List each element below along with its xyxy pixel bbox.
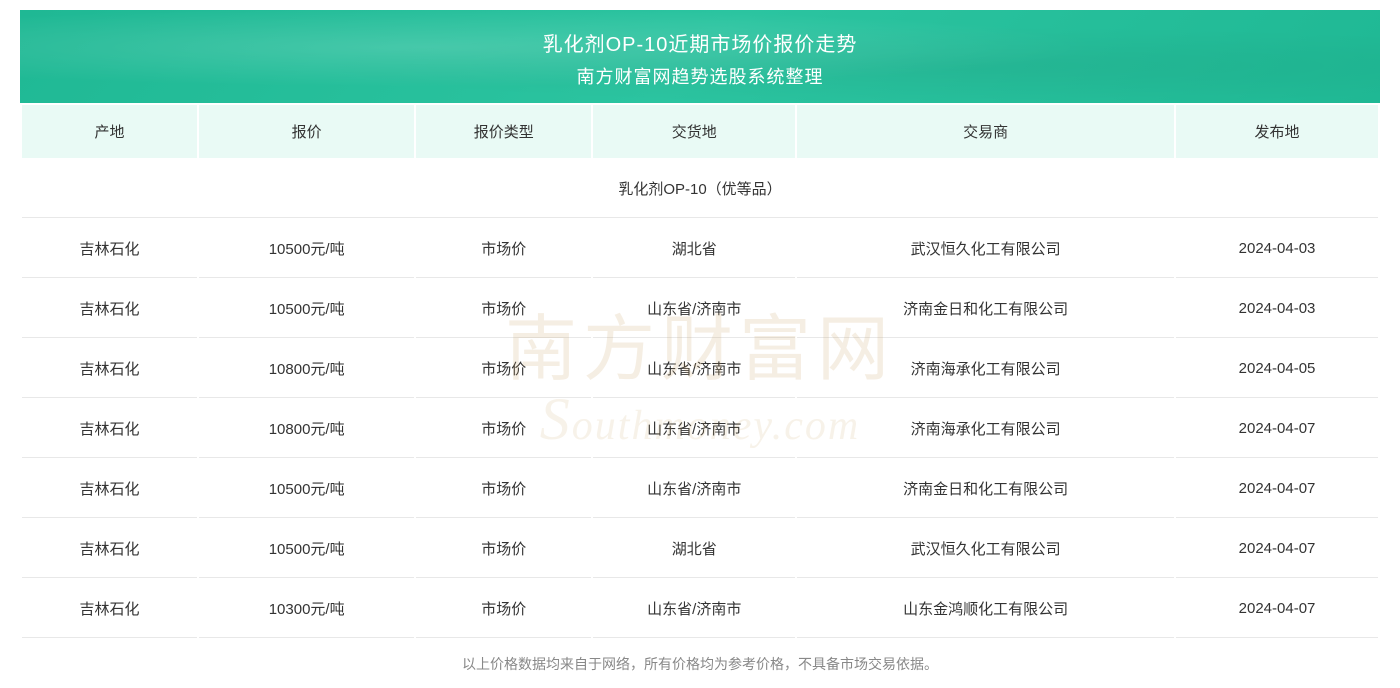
cell-date: 2024-04-07	[1176, 460, 1378, 518]
cell-price: 10500元/吨	[199, 220, 414, 278]
section-row: 乳化剂OP-10（优等品）	[22, 160, 1378, 218]
col-header-type: 报价类型	[416, 105, 591, 158]
table-row: 吉林石化 10800元/吨 市场价 山东省/济南市 济南海承化工有限公司 202…	[22, 400, 1378, 458]
cell-type: 市场价	[416, 340, 591, 398]
cell-type: 市场价	[416, 220, 591, 278]
table-row: 吉林石化 10500元/吨 市场价 山东省/济南市 济南金日和化工有限公司 20…	[22, 280, 1378, 338]
cell-price: 10300元/吨	[199, 580, 414, 638]
cell-price: 10500元/吨	[199, 280, 414, 338]
cell-date: 2024-04-05	[1176, 340, 1378, 398]
cell-type: 市场价	[416, 400, 591, 458]
cell-price: 10500元/吨	[199, 520, 414, 578]
table-row: 吉林石化 10500元/吨 市场价 湖北省 武汉恒久化工有限公司 2024-04…	[22, 220, 1378, 278]
cell-date: 2024-04-03	[1176, 220, 1378, 278]
col-header-location: 交货地	[593, 105, 795, 158]
cell-trader: 武汉恒久化工有限公司	[797, 520, 1174, 578]
cell-price: 10800元/吨	[199, 340, 414, 398]
section-label: 乳化剂OP-10（优等品）	[22, 160, 1378, 218]
cell-date: 2024-04-07	[1176, 580, 1378, 638]
cell-date: 2024-04-07	[1176, 400, 1378, 458]
cell-origin: 吉林石化	[22, 220, 197, 278]
cell-location: 山东省/济南市	[593, 460, 795, 518]
main-title: 乳化剂OP-10近期市场价报价走势	[20, 28, 1380, 57]
cell-date: 2024-04-03	[1176, 280, 1378, 338]
col-header-date: 发布地	[1176, 105, 1378, 158]
table-row: 吉林石化 10300元/吨 市场价 山东省/济南市 山东金鸿顺化工有限公司 20…	[22, 580, 1378, 638]
cell-trader: 济南金日和化工有限公司	[797, 280, 1174, 338]
cell-origin: 吉林石化	[22, 460, 197, 518]
table-row: 吉林石化 10500元/吨 市场价 湖北省 武汉恒久化工有限公司 2024-04…	[22, 520, 1378, 578]
cell-type: 市场价	[416, 580, 591, 638]
cell-origin: 吉林石化	[22, 520, 197, 578]
table-body: 乳化剂OP-10（优等品） 吉林石化 10500元/吨 市场价 湖北省 武汉恒久…	[22, 160, 1378, 638]
disclaimer-text: 以上价格数据均来自于网络，所有价格均为参考价格，不具备市场交易依据。	[20, 640, 1380, 688]
cell-location: 湖北省	[593, 520, 795, 578]
col-header-origin: 产地	[22, 105, 197, 158]
table-wrapper: 产地 报价 报价类型 交货地 交易商 发布地 乳化剂OP-10（优等品） 吉林石…	[20, 103, 1380, 640]
cell-origin: 吉林石化	[22, 280, 197, 338]
cell-date: 2024-04-07	[1176, 520, 1378, 578]
cell-trader: 山东金鸿顺化工有限公司	[797, 580, 1174, 638]
table-header-banner: 乳化剂OP-10近期市场价报价走势 南方财富网趋势选股系统整理	[20, 10, 1380, 103]
header-row: 产地 报价 报价类型 交货地 交易商 发布地	[22, 105, 1378, 158]
cell-type: 市场价	[416, 280, 591, 338]
cell-origin: 吉林石化	[22, 400, 197, 458]
cell-location: 山东省/济南市	[593, 400, 795, 458]
cell-trader: 济南海承化工有限公司	[797, 400, 1174, 458]
table-row: 吉林石化 10800元/吨 市场价 山东省/济南市 济南海承化工有限公司 202…	[22, 340, 1378, 398]
cell-location: 山东省/济南市	[593, 280, 795, 338]
cell-price: 10500元/吨	[199, 460, 414, 518]
col-header-trader: 交易商	[797, 105, 1174, 158]
cell-trader: 济南海承化工有限公司	[797, 340, 1174, 398]
cell-type: 市场价	[416, 460, 591, 518]
cell-location: 山东省/济南市	[593, 580, 795, 638]
cell-location: 湖北省	[593, 220, 795, 278]
cell-trader: 济南金日和化工有限公司	[797, 460, 1174, 518]
cell-type: 市场价	[416, 520, 591, 578]
cell-price: 10800元/吨	[199, 400, 414, 458]
cell-origin: 吉林石化	[22, 340, 197, 398]
cell-trader: 武汉恒久化工有限公司	[797, 220, 1174, 278]
cell-origin: 吉林石化	[22, 580, 197, 638]
col-header-price: 报价	[199, 105, 414, 158]
price-table-container: 乳化剂OP-10近期市场价报价走势 南方财富网趋势选股系统整理 产地 报价 报价…	[20, 10, 1380, 688]
subtitle: 南方财富网趋势选股系统整理	[20, 63, 1380, 89]
table-row: 吉林石化 10500元/吨 市场价 山东省/济南市 济南金日和化工有限公司 20…	[22, 460, 1378, 518]
price-table: 产地 报价 报价类型 交货地 交易商 发布地 乳化剂OP-10（优等品） 吉林石…	[20, 103, 1380, 640]
cell-location: 山东省/济南市	[593, 340, 795, 398]
